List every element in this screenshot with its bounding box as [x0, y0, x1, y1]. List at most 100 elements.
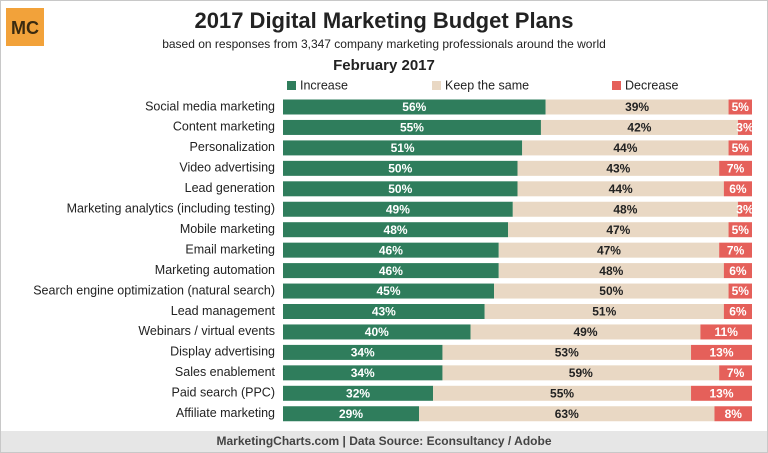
- value-label: 55%: [400, 121, 424, 135]
- value-label: 5%: [732, 100, 750, 114]
- value-label: 46%: [379, 264, 403, 278]
- value-label: 3%: [736, 202, 754, 216]
- legend-label: Increase: [300, 78, 348, 92]
- category-label: Webinars / virtual events: [138, 324, 275, 338]
- value-label: 53%: [555, 346, 579, 360]
- value-label: 5%: [732, 223, 750, 237]
- value-label: 44%: [613, 141, 637, 155]
- bar-segment: [283, 222, 509, 238]
- value-label: 6%: [729, 305, 747, 319]
- legend-label: Decrease: [625, 78, 679, 92]
- bar-segment: [470, 324, 701, 340]
- footer: MarketingCharts.com | Data Source: Econs…: [217, 434, 552, 448]
- logo-box: [6, 8, 44, 46]
- chart-subtitle: based on responses from 3,347 company ma…: [162, 37, 606, 51]
- bar-segment: [719, 365, 752, 381]
- value-label: 48%: [384, 223, 408, 237]
- value-label: 46%: [379, 243, 403, 257]
- value-label: 13%: [709, 346, 733, 360]
- category-label: Mobile marketing: [180, 222, 275, 236]
- bar-segment: [283, 201, 513, 217]
- value-label: 55%: [550, 386, 574, 400]
- bar-segment: [283, 242, 499, 258]
- value-label: 5%: [732, 284, 750, 298]
- value-label: 50%: [599, 284, 623, 298]
- category-label: Lead generation: [185, 181, 275, 195]
- bar-segment: [283, 140, 523, 156]
- value-label: 6%: [729, 182, 747, 196]
- value-label: 43%: [372, 305, 396, 319]
- category-label: Paid search (PPC): [171, 386, 275, 400]
- footer-band: [1, 431, 767, 452]
- value-label: 13%: [709, 386, 733, 400]
- value-label: 42%: [627, 121, 651, 135]
- category-label: Sales enablement: [175, 365, 276, 379]
- bar-segment: [691, 344, 752, 360]
- value-label: 6%: [729, 264, 747, 278]
- value-label: 48%: [599, 264, 623, 278]
- bar-segment: [723, 263, 752, 279]
- bar-segment: [283, 99, 546, 115]
- bar-segment: [283, 365, 443, 381]
- value-label: 34%: [351, 366, 375, 380]
- bar-segment: [691, 385, 752, 401]
- value-label: 49%: [386, 202, 410, 216]
- bar-segment: [419, 406, 715, 422]
- value-label: 7%: [727, 162, 745, 176]
- bar-segment: [283, 406, 420, 422]
- bar-segment: [484, 304, 724, 319]
- value-label: 63%: [555, 407, 579, 421]
- bar-segment: [728, 222, 752, 238]
- category-label: Lead management: [171, 304, 276, 318]
- value-label: 32%: [346, 386, 370, 400]
- bar-segment: [433, 385, 692, 401]
- value-label: 34%: [351, 346, 375, 360]
- category-label: Video advertising: [179, 161, 275, 175]
- value-label: 40%: [365, 325, 389, 339]
- bar-segment: [719, 160, 752, 176]
- bar-segment: [283, 181, 518, 197]
- category-label: Personalization: [190, 140, 276, 154]
- value-label: 51%: [391, 141, 415, 155]
- value-label: 7%: [727, 243, 745, 257]
- value-label: 5%: [732, 141, 750, 155]
- logo: MC: [11, 18, 39, 38]
- value-label: 29%: [339, 407, 363, 421]
- legend-swatch: [287, 81, 296, 90]
- bar-segment: [283, 263, 499, 279]
- bar-segment: [728, 283, 752, 299]
- bar-segment: [723, 181, 752, 197]
- bar-segment: [540, 119, 738, 135]
- bar-segment: [714, 406, 752, 422]
- bar-segment: [737, 119, 752, 135]
- value-label: 50%: [388, 162, 412, 176]
- bar-segment: [283, 344, 443, 360]
- legend-swatch: [612, 81, 621, 90]
- value-label: 48%: [613, 202, 637, 216]
- bar-segment: [508, 222, 729, 238]
- category-label: Display advertising: [170, 345, 275, 359]
- value-label: 8%: [725, 407, 743, 421]
- value-label: 56%: [402, 100, 426, 114]
- bar-segment: [283, 160, 518, 176]
- value-label: 7%: [727, 366, 745, 380]
- legend-swatch: [432, 81, 441, 90]
- value-label: 49%: [573, 325, 597, 339]
- value-label: 50%: [388, 182, 412, 196]
- bar-segment: [283, 385, 434, 401]
- value-label: 44%: [609, 182, 633, 196]
- bar-segment: [723, 304, 752, 319]
- bar-segment: [283, 283, 495, 299]
- value-label: 59%: [569, 366, 593, 380]
- bar-segment: [512, 201, 738, 217]
- category-label: Affiliate marketing: [176, 406, 275, 420]
- bar-segment: [737, 201, 752, 217]
- category-label: Social media marketing: [145, 99, 275, 113]
- value-label: 47%: [597, 243, 621, 257]
- value-label: 45%: [377, 284, 401, 298]
- chart-title: 2017 Digital Marketing Budget Plans: [195, 8, 574, 33]
- bar-segment: [517, 181, 724, 197]
- value-label: 47%: [606, 223, 630, 237]
